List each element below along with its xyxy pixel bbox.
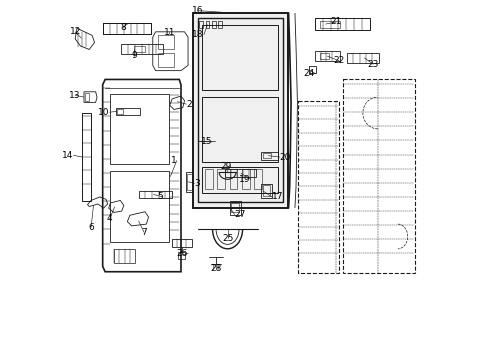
- Bar: [202, 97, 278, 162]
- Bar: [193, 13, 287, 207]
- Bar: [158, 53, 174, 67]
- Bar: [342, 80, 414, 274]
- Bar: [202, 25, 278, 90]
- Bar: [314, 18, 369, 30]
- Bar: [320, 53, 328, 59]
- Text: 12: 12: [69, 27, 81, 36]
- Text: 23: 23: [367, 60, 378, 69]
- Bar: [158, 35, 174, 49]
- Bar: [110, 94, 168, 164]
- Text: 29: 29: [220, 162, 231, 171]
- Bar: [314, 51, 339, 61]
- Text: 6: 6: [88, 223, 94, 232]
- Text: 27: 27: [234, 210, 245, 219]
- Text: 4: 4: [107, 214, 112, 223]
- Bar: [178, 252, 185, 259]
- Text: 14: 14: [62, 151, 73, 160]
- Bar: [263, 153, 270, 158]
- Bar: [242, 169, 249, 189]
- Bar: [193, 13, 287, 207]
- Text: 2: 2: [186, 100, 191, 109]
- Bar: [254, 169, 262, 189]
- Text: 17: 17: [271, 193, 283, 202]
- Bar: [85, 93, 89, 101]
- Bar: [230, 201, 241, 215]
- Bar: [114, 249, 135, 263]
- Text: 19: 19: [239, 175, 250, 184]
- Text: 26: 26: [176, 249, 188, 258]
- Bar: [198, 18, 282, 202]
- Bar: [172, 239, 191, 247]
- Bar: [298, 100, 338, 274]
- Text: 25: 25: [222, 234, 233, 243]
- Bar: [320, 21, 339, 28]
- Text: 22: 22: [333, 56, 344, 65]
- Bar: [134, 46, 145, 52]
- Bar: [103, 23, 151, 33]
- Text: 13: 13: [69, 91, 81, 100]
- Bar: [229, 169, 237, 189]
- Bar: [110, 171, 168, 242]
- Text: 1: 1: [171, 156, 176, 165]
- Bar: [121, 44, 163, 54]
- Text: 7: 7: [141, 228, 146, 237]
- Bar: [185, 172, 193, 192]
- Bar: [261, 184, 271, 198]
- Bar: [117, 109, 123, 114]
- Bar: [261, 152, 278, 159]
- Text: 5: 5: [157, 193, 163, 202]
- Text: 10: 10: [98, 108, 109, 117]
- Bar: [116, 108, 140, 115]
- Bar: [186, 174, 192, 189]
- Bar: [224, 170, 256, 177]
- Bar: [308, 66, 316, 73]
- Text: 11: 11: [163, 28, 175, 37]
- Text: 18: 18: [192, 30, 203, 39]
- Bar: [231, 203, 239, 212]
- Text: 8: 8: [120, 23, 125, 32]
- Text: 15: 15: [200, 138, 212, 147]
- Bar: [217, 169, 224, 189]
- Bar: [103, 23, 151, 33]
- Bar: [204, 169, 212, 189]
- Bar: [263, 185, 269, 196]
- Bar: [346, 53, 378, 63]
- Bar: [82, 113, 91, 201]
- Bar: [202, 167, 278, 193]
- Text: 16: 16: [192, 6, 203, 15]
- Text: 21: 21: [330, 17, 341, 26]
- Text: 24: 24: [303, 69, 314, 78]
- Bar: [139, 190, 172, 198]
- Text: 9: 9: [131, 51, 137, 60]
- Text: 28: 28: [210, 264, 222, 273]
- Text: 3: 3: [194, 179, 200, 188]
- Text: 20: 20: [279, 153, 290, 162]
